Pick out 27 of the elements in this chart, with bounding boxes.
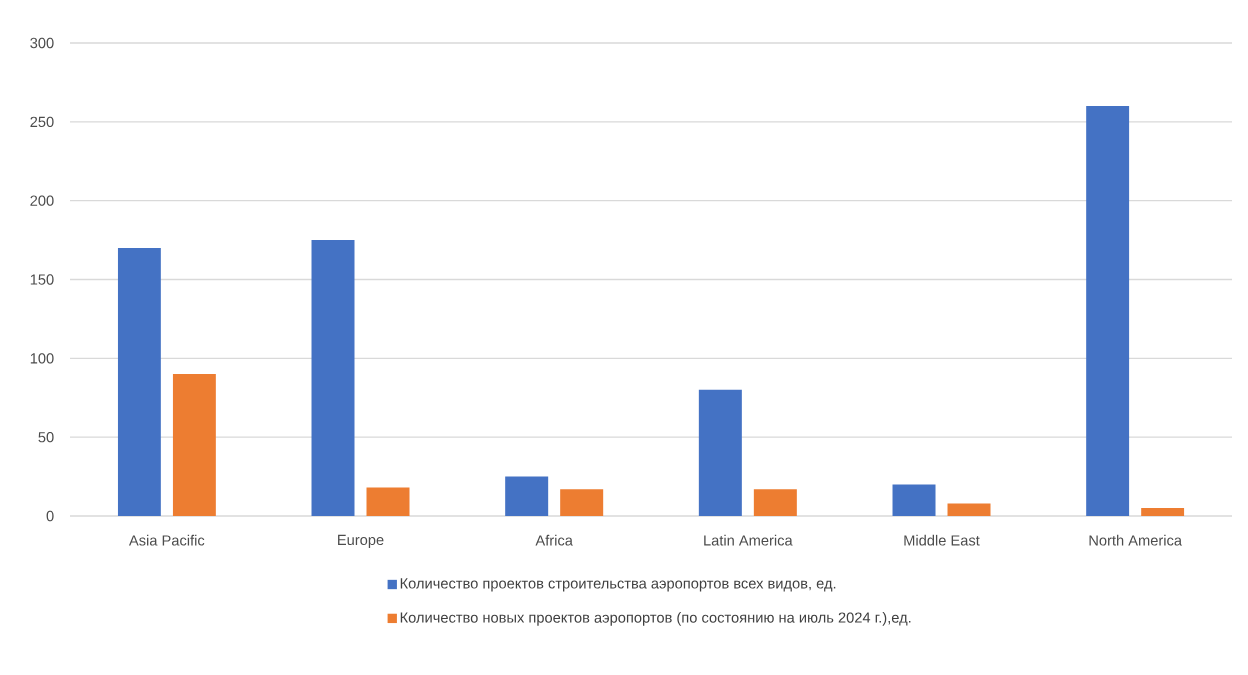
y-tick-label: 0	[46, 510, 54, 522]
bar	[947, 503, 991, 516]
legend-label: Количество новых проектов аэропортов (по состоянию на июль 2024 г.),ед.	[400, 611, 911, 626]
x-tick-label: North America	[1089, 534, 1183, 546]
bar	[505, 476, 549, 516]
legend-label: Количество проектов строительства аэропортов всех видов, ед.	[400, 578, 836, 592]
y-tick-label: 150	[30, 274, 54, 285]
y-tick-label: 200	[30, 195, 54, 206]
bar	[1086, 106, 1130, 516]
bar	[1141, 508, 1185, 516]
x-tick-label: Africa	[535, 534, 573, 546]
x-tick-label: Latin America	[704, 534, 793, 546]
bar	[172, 374, 216, 516]
bar	[753, 489, 797, 516]
y-tick-label: 300	[30, 37, 54, 49]
bar	[117, 247, 161, 516]
y-tick-label: 100	[30, 353, 54, 364]
x-tick-label: Asia Pacific	[128, 534, 205, 546]
x-tick-label: Middle East	[904, 534, 980, 546]
y-tick-label: 50	[38, 431, 54, 443]
bar	[311, 240, 355, 516]
bar	[366, 487, 410, 516]
y-tick-label: 250	[30, 116, 54, 128]
bar	[698, 389, 742, 516]
bar	[892, 484, 936, 516]
bar	[560, 489, 604, 516]
x-tick-label: Europe	[338, 534, 384, 548]
